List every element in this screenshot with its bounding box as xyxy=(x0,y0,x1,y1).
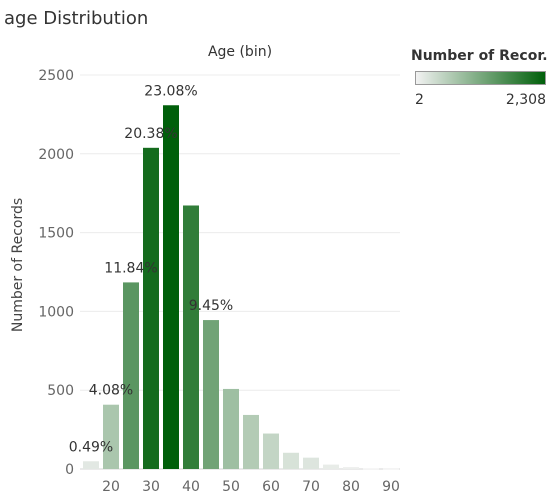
histogram-bar xyxy=(323,464,339,469)
y-tick-label: 2000 xyxy=(38,147,74,163)
x-tick-label: 90 xyxy=(382,479,400,495)
x-tick-label: 20 xyxy=(102,479,120,495)
histogram-bar xyxy=(283,452,299,469)
histogram-bar xyxy=(243,414,259,469)
x-axis-header: Age (bin) xyxy=(207,44,273,60)
y-tick-label: 1500 xyxy=(38,226,74,242)
x-tick-label: 40 xyxy=(182,479,200,495)
sheet-title: age Distribution xyxy=(4,8,149,29)
x-tick-label: 50 xyxy=(222,479,240,495)
histogram-bar xyxy=(223,388,239,469)
x-tick-label: 30 xyxy=(142,479,160,495)
histogram-bar xyxy=(203,320,219,469)
histogram-bar xyxy=(383,468,399,470)
legend-min-label: 2 xyxy=(415,92,424,108)
data-label: 4.08% xyxy=(89,383,133,399)
data-label: 23.08% xyxy=(144,83,197,99)
data-label: 11.84% xyxy=(104,260,157,276)
legend-title[interactable]: Number of Recor.. xyxy=(411,48,549,64)
legend-max-label: 2,308 xyxy=(505,92,546,108)
x-tick-label: 80 xyxy=(342,479,360,495)
data-label: 0.49% xyxy=(69,439,113,455)
histogram-bar xyxy=(123,282,139,469)
x-tick-label: 70 xyxy=(302,479,320,495)
y-tick-label: 1000 xyxy=(38,304,74,320)
data-label: 20.38% xyxy=(124,126,177,142)
histogram-bar xyxy=(263,433,279,469)
y-tick-label: 2500 xyxy=(38,68,74,84)
histogram-bar xyxy=(303,457,319,469)
histogram-bar xyxy=(143,147,159,469)
histogram-bar xyxy=(163,105,179,469)
histogram-bar xyxy=(103,404,119,469)
y-tick-label: 500 xyxy=(47,383,74,399)
histogram-bar xyxy=(363,468,379,470)
histogram-bar xyxy=(83,461,99,469)
x-tick-label: 60 xyxy=(262,479,280,495)
histogram-bar xyxy=(183,205,199,469)
legend-color-ramp xyxy=(415,71,546,85)
y-tick-label: 0 xyxy=(65,462,74,478)
histogram-bar xyxy=(343,467,359,469)
data-label: 9.45% xyxy=(189,298,233,314)
